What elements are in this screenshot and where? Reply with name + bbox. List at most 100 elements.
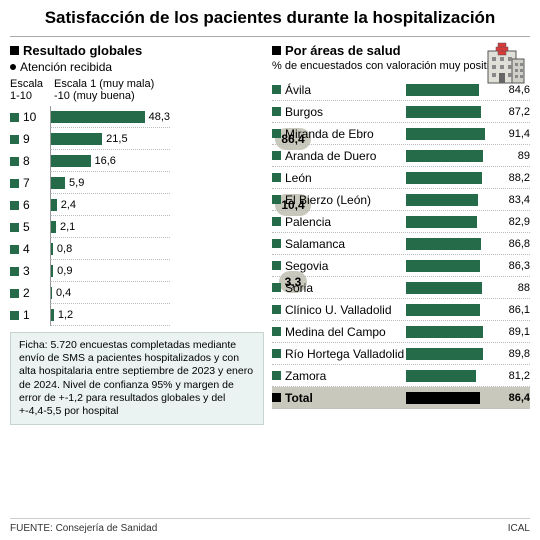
area-name: Medina del Campo [272, 325, 406, 339]
area-value: 81,2 [496, 370, 530, 382]
right-header-text: Por áreas de salud [285, 43, 401, 58]
area-value: 89,8 [496, 348, 530, 360]
area-value: 89 [496, 150, 530, 162]
bar-area: 0,8 [50, 238, 170, 260]
right-bar-chart: Ávila 84,6 Burgos 87,2 Miranda de Ebro 9… [272, 79, 530, 409]
area-value: 83,4 [496, 194, 530, 206]
rating-rank: 2 [10, 286, 50, 300]
area-bar [406, 348, 483, 360]
bar [51, 155, 91, 167]
area-name: Zamora [272, 369, 406, 383]
bar-area: 0,9 [50, 260, 170, 282]
area-bar [406, 326, 483, 338]
scale-label-left: Escala 1-10 [10, 78, 54, 102]
area-label: Salamanca [285, 237, 345, 251]
area-row: El Bierzo (León) 83,4 [272, 189, 530, 211]
scale-label-right: Escala 1 (muy mala) -10 (muy buena) [54, 78, 174, 102]
bar-value: 0,4 [56, 287, 71, 299]
rank-value: 3 [23, 264, 30, 278]
area-bar [406, 128, 485, 140]
square-icon [10, 135, 19, 144]
left-header: Resultado globales [10, 43, 264, 58]
bar [51, 265, 53, 277]
area-label: Río Hortega Valladolid [285, 347, 404, 361]
area-label: Palencia [285, 215, 331, 229]
area-row: Río Hortega Valladolid 89,8 [272, 343, 530, 365]
columns: Resultado globales Atención recibida Esc… [10, 43, 530, 425]
square-icon [10, 311, 19, 320]
area-name: Burgos [272, 105, 406, 119]
bar-area: 5,9 [50, 172, 170, 194]
square-icon [272, 217, 281, 226]
area-value: 86,1 [496, 304, 530, 316]
bar [51, 287, 52, 299]
area-bar [406, 370, 476, 382]
area-label: Medina del Campo [285, 325, 386, 339]
left-sub: Atención recibida [10, 60, 264, 74]
area-bar-wrap [406, 365, 492, 386]
square-icon [10, 179, 19, 188]
square-icon [272, 239, 281, 248]
area-label: Total [285, 391, 313, 405]
area-name: Ávila [272, 83, 406, 97]
rating-row: 8 16,6 [10, 150, 264, 172]
area-bar-wrap [406, 277, 492, 298]
area-label: Soria [285, 281, 313, 295]
area-bar [406, 238, 481, 250]
rating-rank: 9 [10, 132, 50, 146]
area-bar-wrap [406, 167, 492, 188]
square-icon [10, 245, 19, 254]
area-bar-wrap [406, 145, 492, 166]
area-name: Segovia [272, 259, 406, 273]
rank-value: 2 [23, 286, 30, 300]
area-value: 86,3 [496, 260, 530, 272]
area-value: 82,9 [496, 216, 530, 228]
area-bar-wrap [406, 123, 492, 144]
square-icon [10, 267, 19, 276]
rating-rank: 7 [10, 176, 50, 190]
infographic-container: Satisfacción de los pacientes durante la… [0, 0, 540, 540]
area-bar [406, 194, 478, 206]
square-icon [272, 327, 281, 336]
area-bar [406, 150, 483, 162]
area-bar-wrap [406, 233, 492, 254]
area-row: Clínico U. Valladolid 86,1 [272, 299, 530, 321]
divider [10, 36, 530, 37]
area-row: Miranda de Ebro 91,4 [272, 123, 530, 145]
area-row: Segovia 86,3 [272, 255, 530, 277]
area-name: Aranda de Duero [272, 149, 406, 163]
area-bar [406, 260, 480, 272]
area-bar-wrap [406, 189, 492, 210]
source: FUENTE: Consejería de Sanidad [10, 523, 157, 534]
area-label: Ávila [285, 83, 311, 97]
area-bar [406, 84, 479, 96]
area-bar [406, 172, 482, 184]
rating-row: 3 0,9 [10, 260, 264, 282]
bar-value: 0,9 [57, 265, 72, 277]
area-value: 86,4 [496, 392, 530, 404]
area-name: Clínico U. Valladolid [272, 303, 406, 317]
rating-row: 9 21,5 [10, 128, 264, 150]
rating-rank: 8 [10, 154, 50, 168]
area-value: 91,4 [496, 128, 530, 140]
area-name: León [272, 171, 406, 185]
scale-labels: Escala 1-10 Escala 1 (muy mala) -10 (muy… [10, 78, 264, 102]
area-value: 87,2 [496, 106, 530, 118]
rank-value: 6 [23, 198, 30, 212]
square-icon [10, 201, 19, 210]
area-value: 88,2 [496, 172, 530, 184]
square-icon [272, 107, 281, 116]
area-name: Palencia [272, 215, 406, 229]
bar-area: 48,3 [50, 106, 170, 128]
rating-row: 2 0,4 [10, 282, 264, 304]
area-bar-wrap [406, 101, 492, 122]
ficha-box: Ficha: 5.720 encuestas completadas media… [10, 332, 264, 425]
square-icon [10, 157, 19, 166]
square-bullet-icon [272, 46, 281, 55]
rating-row: 7 5,9 [10, 172, 264, 194]
bar-value: 1,2 [58, 309, 73, 321]
area-bar [406, 106, 481, 118]
rating-row: 1 1,2 [10, 304, 264, 326]
bar [51, 177, 65, 189]
area-row: Aranda de Duero 89 [272, 145, 530, 167]
